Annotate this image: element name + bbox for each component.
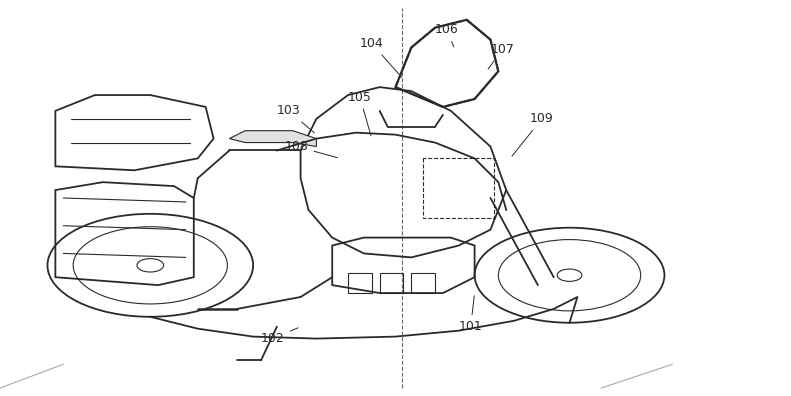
Text: 104: 104: [360, 37, 402, 77]
Text: 107: 107: [488, 43, 514, 69]
Text: 101: 101: [459, 296, 483, 333]
Text: 105: 105: [348, 91, 372, 136]
Text: 109: 109: [512, 112, 554, 156]
Bar: [380, 273, 403, 293]
Bar: [348, 273, 372, 293]
Polygon shape: [229, 131, 316, 147]
Text: 106: 106: [435, 23, 459, 47]
Text: 102: 102: [261, 328, 298, 345]
Text: 103: 103: [277, 105, 314, 133]
Text: 108: 108: [285, 140, 338, 158]
Bar: [411, 273, 435, 293]
